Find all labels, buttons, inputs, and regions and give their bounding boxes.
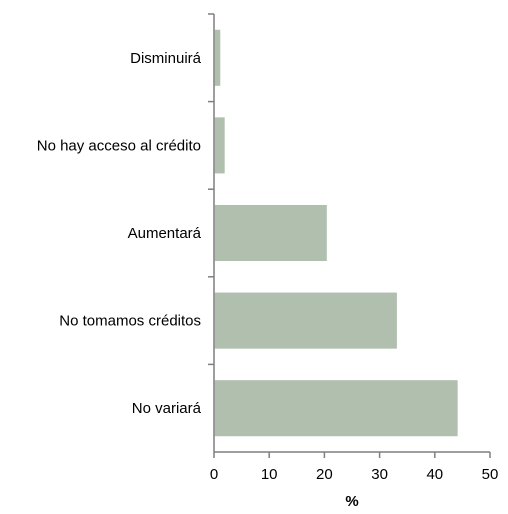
- bar: [214, 292, 397, 349]
- bar: [214, 380, 458, 437]
- bar: [214, 29, 221, 86]
- category-label: No tomamos créditos: [59, 313, 201, 330]
- category-label: Disminuirá: [130, 50, 202, 67]
- x-tick-label: 50: [482, 466, 499, 483]
- x-tick-label: 0: [210, 466, 218, 483]
- bars-group: [214, 29, 458, 437]
- category-label: No hay acceso al crédito: [37, 137, 201, 154]
- x-tick-label: 30: [371, 466, 388, 483]
- category-label: No variará: [132, 400, 202, 417]
- bar: [214, 117, 225, 174]
- x-tick-label: 20: [316, 466, 333, 483]
- x-tick-label: 10: [261, 466, 278, 483]
- x-tick-label: 40: [426, 466, 443, 483]
- bar: [214, 204, 327, 262]
- category-labels: Disminuirá No hay acceso al crédito Aument…: [37, 13, 214, 417]
- x-ticks-group: 0 10 20 30 40 50: [210, 452, 499, 483]
- x-axis-title: %: [345, 493, 358, 509]
- category-label: Aumentará: [128, 225, 202, 242]
